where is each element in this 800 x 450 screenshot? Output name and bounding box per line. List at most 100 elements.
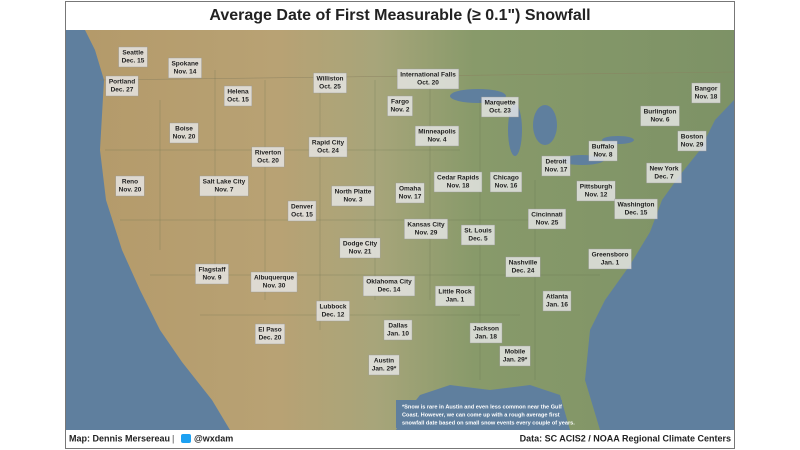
city-name: Rapid City [312, 140, 345, 147]
label-box [542, 290, 572, 312]
city-date: Jan. 1 [446, 297, 465, 304]
label-box [363, 275, 415, 297]
city-date: Nov. 17 [399, 194, 422, 201]
label-box [691, 82, 721, 104]
city-date: Jan. 10 [387, 331, 409, 338]
label-box [435, 285, 475, 307]
separator: | [172, 433, 174, 443]
label-box [383, 319, 413, 341]
city-name: Dodge City [343, 241, 378, 248]
label-box [368, 354, 400, 376]
city-date: Jan. 1 [601, 260, 620, 267]
city-name: Lubbock [319, 304, 346, 311]
city-name: Jackson [473, 326, 499, 333]
city-date: Jan. 18 [475, 334, 497, 341]
city-date: Oct. 23 [489, 108, 511, 115]
city-date: Oct. 20 [417, 80, 439, 87]
city-name: Burlington [644, 109, 677, 116]
city-date: Nov. 3 [343, 197, 362, 204]
label-box [395, 182, 425, 204]
city-name: Cincinnati [531, 212, 563, 219]
label-box [199, 175, 249, 197]
city-date: Nov. 20 [173, 134, 196, 141]
twitter-icon [181, 434, 191, 443]
label-box [415, 125, 459, 147]
city-date: Nov. 16 [495, 183, 518, 190]
label-box [168, 57, 202, 79]
city-name: Spokane [171, 61, 198, 68]
city-name: Pittsburgh [580, 184, 613, 191]
label-box [640, 105, 680, 127]
city-date: Dec. 15 [625, 210, 648, 217]
city-date: Jan. 16 [546, 302, 568, 309]
footnote-line: Coast. However, we can come up with a ro… [402, 412, 560, 418]
city-name: Minneapolis [418, 129, 456, 136]
city-name: Seattle [122, 50, 144, 57]
label-box [251, 146, 285, 168]
city-date: Nov. 21 [349, 249, 372, 256]
label-box [461, 224, 495, 246]
city-name: New York [649, 166, 678, 173]
city-date: Nov. 4 [427, 137, 446, 144]
city-name: Dallas [388, 323, 408, 330]
city-name: Fargo [391, 99, 409, 106]
city-date: Dec. 7 [654, 174, 674, 181]
city-date: Oct. 15 [227, 97, 249, 104]
label-box [223, 85, 253, 107]
city-date: Dec. 27 [111, 87, 134, 94]
label-box [250, 271, 298, 293]
city-date: Oct. 20 [257, 158, 279, 165]
city-name: St. Louis [464, 228, 492, 235]
city-name: Atlanta [546, 294, 568, 301]
label-box [541, 155, 571, 177]
handle: @wxdam [194, 433, 233, 443]
city-date: Dec. 14 [378, 287, 401, 294]
footnote-line: *Snow is rare in Austin and even less co… [402, 404, 562, 410]
label-box [489, 171, 523, 193]
city-name: Salt Lake City [203, 179, 246, 186]
city-name: Flagstaff [198, 267, 226, 274]
city-date: Nov. 6 [650, 117, 669, 124]
city-name: Williston [316, 76, 343, 83]
city-name: Bangor [695, 86, 718, 93]
label-box [528, 208, 566, 230]
city-name: El Paso [258, 327, 282, 334]
city-name: Kansas City [407, 222, 445, 229]
label-box [505, 256, 541, 278]
city-date: Oct. 25 [319, 84, 341, 91]
city-name: North Platte [335, 189, 372, 196]
city-name: Denver [291, 204, 314, 211]
label-box [387, 95, 413, 117]
city-date: Dec. 5 [468, 236, 488, 243]
city-date: Dec. 12 [322, 312, 345, 319]
label-box [469, 322, 503, 344]
city-date: Nov. 29 [415, 230, 438, 237]
label-box [396, 68, 460, 90]
label-box [195, 263, 229, 285]
city-name: Chicago [493, 175, 519, 182]
label-box [481, 96, 519, 118]
city-date: Jan. 29* [503, 357, 528, 364]
label-box [677, 130, 707, 152]
city-name: Boston [681, 134, 703, 141]
label-box [316, 300, 350, 322]
city-date: Oct. 24 [317, 148, 339, 155]
city-date: Nov. 7 [214, 187, 233, 194]
